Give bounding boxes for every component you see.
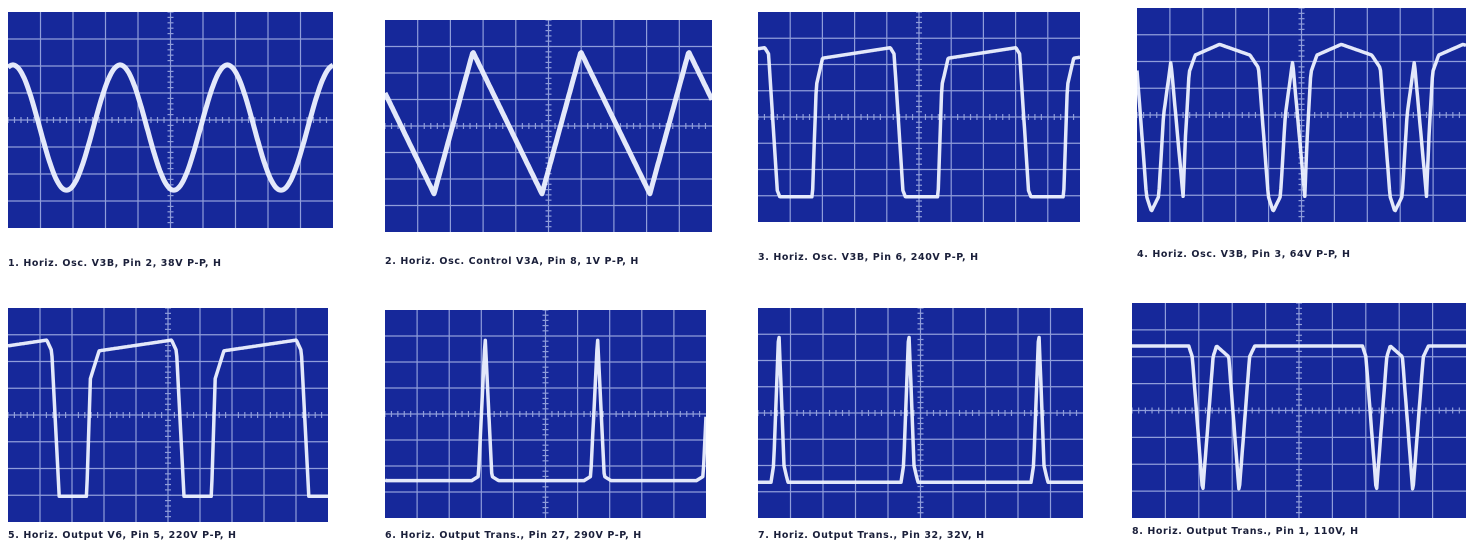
scope-screen <box>1137 8 1466 222</box>
scope-screen <box>385 20 712 232</box>
caption: 5. Horiz. Output V6, Pin 5, 220V P-P, H <box>8 530 237 541</box>
scope-screen <box>385 310 706 518</box>
caption: 3. Horiz. Osc. V3B, Pin 6, 240V P-P, H <box>758 252 979 263</box>
caption: 7. Horiz. Output Trans., Pin 32, 32V, H <box>758 530 985 541</box>
caption: 4. Horiz. Osc. V3B, Pin 3, 64V P-P, H <box>1137 249 1351 260</box>
caption: 2. Horiz. Osc. Control V3A, Pin 8, 1V P-… <box>385 256 639 267</box>
caption: 6. Horiz. Output Trans., Pin 27, 290V P-… <box>385 530 642 541</box>
page: 1. Horiz. Osc. V3B, Pin 2, 38V P-P, H 2. … <box>0 0 1470 551</box>
scope-screen <box>8 12 333 228</box>
scope-screen <box>758 308 1083 518</box>
caption: 1. Horiz. Osc. V3B, Pin 2, 38V P-P, H <box>8 258 222 269</box>
scope-screen <box>8 308 328 522</box>
caption: 8. Horiz. Output Trans., Pin 1, 110V, H <box>1132 526 1359 537</box>
scope-screen <box>758 12 1080 222</box>
scope-screen <box>1132 303 1466 518</box>
